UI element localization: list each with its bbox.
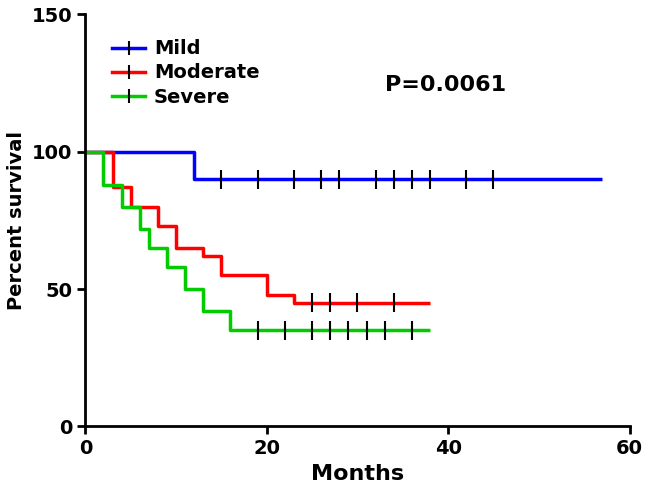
Moderate bbox=[172, 245, 180, 251]
Moderate bbox=[109, 185, 116, 191]
Severe bbox=[118, 204, 125, 210]
Moderate bbox=[154, 223, 162, 229]
Moderate bbox=[263, 292, 270, 298]
Moderate bbox=[426, 300, 434, 306]
Moderate bbox=[290, 300, 298, 306]
Severe bbox=[136, 204, 144, 210]
Severe bbox=[227, 308, 235, 314]
Moderate bbox=[81, 149, 89, 155]
X-axis label: Months: Months bbox=[311, 464, 404, 484]
Moderate bbox=[127, 185, 135, 191]
Severe bbox=[118, 182, 125, 188]
Moderate bbox=[290, 292, 298, 298]
Y-axis label: Percent survival: Percent survival bbox=[7, 131, 26, 310]
Severe bbox=[99, 182, 107, 188]
Line: Severe: Severe bbox=[85, 152, 430, 330]
Severe bbox=[163, 264, 171, 270]
Severe bbox=[426, 327, 434, 333]
Moderate bbox=[263, 273, 270, 278]
Severe bbox=[200, 286, 207, 292]
Moderate bbox=[172, 223, 180, 229]
Mild bbox=[190, 176, 198, 182]
Moderate bbox=[200, 253, 207, 259]
Severe bbox=[227, 327, 235, 333]
Severe bbox=[181, 264, 189, 270]
Moderate bbox=[200, 245, 207, 251]
Moderate bbox=[218, 253, 226, 259]
Severe bbox=[99, 149, 107, 155]
Severe bbox=[163, 245, 171, 251]
Line: Moderate: Moderate bbox=[85, 152, 430, 303]
Mild bbox=[190, 149, 198, 155]
Severe bbox=[145, 245, 153, 251]
Severe bbox=[200, 308, 207, 314]
Moderate bbox=[127, 204, 135, 210]
Line: Mild: Mild bbox=[85, 152, 603, 179]
Mild bbox=[599, 176, 606, 182]
Moderate bbox=[218, 273, 226, 278]
Moderate bbox=[154, 204, 162, 210]
Severe bbox=[136, 226, 144, 232]
Severe bbox=[181, 286, 189, 292]
Moderate bbox=[109, 149, 116, 155]
Severe bbox=[81, 149, 89, 155]
Mild bbox=[81, 149, 89, 155]
Legend: Mild, Moderate, Severe: Mild, Moderate, Severe bbox=[105, 32, 267, 114]
Text: P=0.0061: P=0.0061 bbox=[385, 75, 506, 95]
Severe bbox=[145, 226, 153, 232]
